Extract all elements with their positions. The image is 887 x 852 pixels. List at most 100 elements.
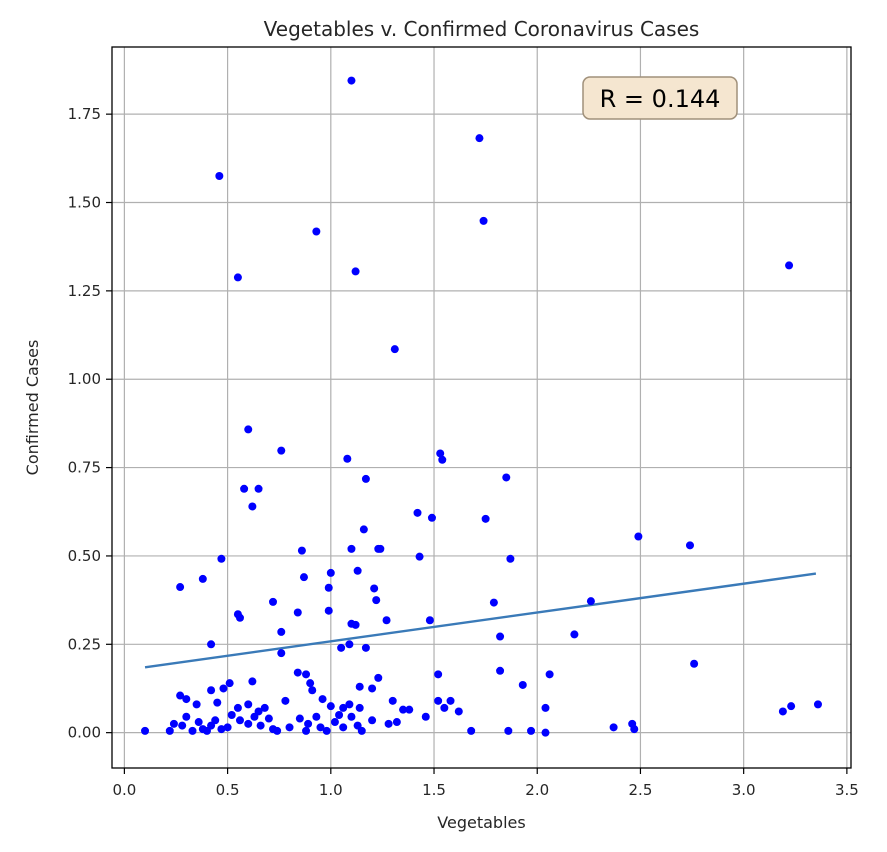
data-point [316, 723, 325, 732]
data-point [178, 721, 187, 730]
y-tick-label: 0.25 [68, 635, 101, 653]
data-point [233, 703, 242, 712]
data-point [339, 723, 348, 732]
data-point [293, 668, 302, 677]
data-point [182, 712, 191, 721]
data-point [368, 684, 377, 693]
data-point [217, 725, 226, 734]
x-tick-label: 2.5 [629, 781, 653, 799]
data-point [264, 714, 273, 723]
data-point [479, 216, 488, 225]
data-point [361, 474, 370, 483]
data-point [506, 554, 515, 563]
data-point [302, 726, 311, 735]
data-point [436, 449, 445, 458]
data-point [337, 643, 346, 652]
data-point [382, 616, 391, 625]
data-point [233, 273, 242, 282]
data-point [388, 696, 397, 705]
data-point [630, 725, 639, 734]
data-point [299, 573, 308, 582]
data-point [335, 710, 344, 719]
y-tick-label: 1.75 [68, 105, 101, 123]
data-point [454, 707, 463, 716]
x-tick-label: 2.0 [525, 781, 549, 799]
data-point [787, 702, 796, 711]
data-point [297, 546, 306, 555]
y-tick-label: 0.00 [68, 724, 101, 742]
data-point [357, 726, 366, 735]
data-point [425, 616, 434, 625]
data-point [225, 679, 234, 688]
data-point [324, 606, 333, 615]
y-tick-label: 1.25 [68, 282, 101, 300]
data-point [304, 719, 313, 728]
data-point [355, 682, 364, 691]
data-point [347, 76, 356, 85]
x-tick-label: 0.0 [112, 781, 136, 799]
data-point [778, 707, 787, 716]
data-point [415, 552, 424, 561]
data-point [248, 677, 257, 686]
data-point [339, 703, 348, 712]
data-point [324, 583, 333, 592]
chart-title: Vegetables v. Confirmed Coronavirus Case… [264, 17, 700, 41]
data-point [345, 640, 354, 649]
data-point [306, 679, 315, 688]
r-annotation-text: R = 0.144 [600, 85, 721, 113]
data-point [273, 726, 282, 735]
data-point [392, 718, 401, 727]
data-point [312, 227, 321, 236]
data-point [785, 261, 794, 270]
data-point [390, 345, 399, 354]
data-point [235, 716, 244, 725]
data-point [353, 566, 362, 575]
data-point [438, 455, 447, 464]
data-point [609, 723, 618, 732]
data-point [295, 714, 304, 723]
data-point [374, 673, 383, 682]
data-point [281, 696, 290, 705]
x-tick-label: 1.5 [422, 781, 446, 799]
data-point [502, 473, 511, 482]
data-point [489, 598, 498, 607]
data-point [302, 670, 311, 679]
data-point [182, 695, 191, 704]
data-point [176, 691, 185, 700]
x-tick-label: 1.0 [319, 781, 343, 799]
data-point [308, 686, 317, 695]
data-point [318, 695, 327, 704]
data-point [405, 705, 414, 714]
data-point [496, 632, 505, 641]
data-point [351, 267, 360, 276]
x-tick-label: 3.5 [835, 781, 859, 799]
data-point [399, 705, 408, 714]
data-point [446, 696, 455, 705]
data-point [421, 712, 430, 721]
data-point [527, 726, 536, 735]
data-point [312, 712, 321, 721]
data-point [165, 726, 174, 735]
y-tick-label: 0.75 [68, 459, 101, 477]
data-point [467, 726, 476, 735]
data-point [192, 700, 201, 709]
data-point [248, 502, 257, 511]
data-point [207, 721, 216, 730]
data-points [141, 76, 822, 737]
data-point [481, 514, 490, 523]
data-point [570, 630, 579, 639]
data-point [198, 574, 207, 583]
data-point [254, 484, 263, 493]
data-point [217, 554, 226, 563]
data-point [277, 649, 286, 658]
data-point [207, 640, 216, 649]
data-point [368, 716, 377, 725]
data-point [813, 700, 822, 709]
plot-area [111, 46, 852, 769]
data-point [541, 703, 550, 712]
data-point [347, 712, 356, 721]
data-point [176, 583, 185, 592]
x-tick-label: 3.0 [732, 781, 756, 799]
data-point [496, 666, 505, 675]
data-point [213, 698, 222, 707]
